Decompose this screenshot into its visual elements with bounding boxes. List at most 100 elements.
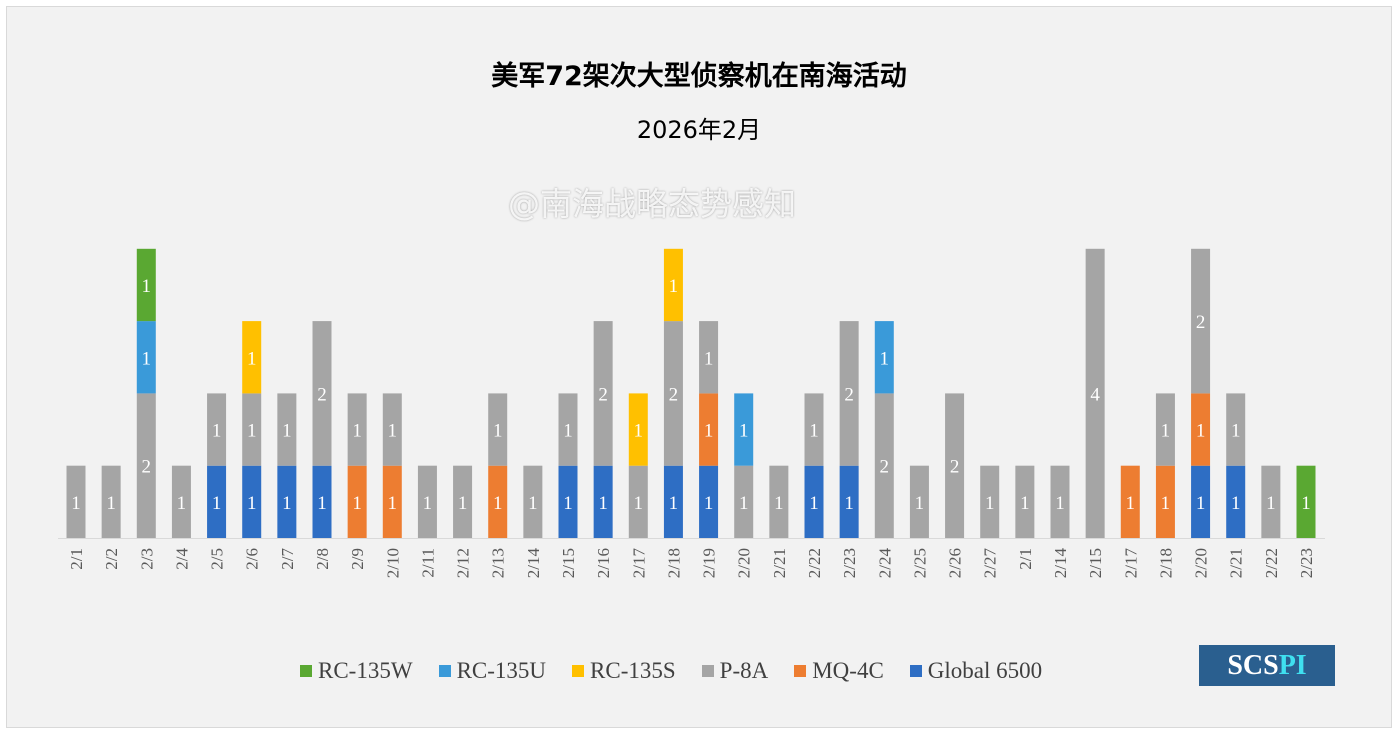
data-label: 1	[71, 493, 81, 514]
legend-item: P-8A	[701, 658, 768, 684]
data-label: 2	[844, 384, 854, 405]
x-tick-label: 2/1	[1016, 548, 1035, 570]
data-label: 1	[388, 421, 398, 442]
x-tick-label: 2/23	[1297, 548, 1316, 578]
data-label: 1	[704, 493, 714, 514]
data-label: 1	[493, 421, 503, 442]
data-label: 1	[177, 493, 187, 514]
x-tick-label: 2/18	[664, 548, 683, 578]
chart-title: 美军72架次大型侦察机在南海活动	[491, 61, 907, 92]
x-tick-label: 2/12	[454, 548, 473, 578]
bar-segment	[663, 465, 683, 538]
x-tick-label: 2/19	[700, 548, 719, 578]
data-label: 2	[598, 384, 608, 405]
data-label: 1	[212, 493, 222, 514]
bar-segment	[804, 393, 824, 466]
data-label: 2	[317, 384, 327, 405]
data-label: 1	[1020, 493, 1030, 514]
bar-segment	[734, 393, 754, 466]
bar-segment	[1226, 465, 1246, 538]
data-label: 1	[1055, 493, 1065, 514]
data-label: 1	[1266, 493, 1276, 514]
bar-segment	[1261, 465, 1281, 538]
bar-segment	[874, 393, 894, 538]
legend-item: RC-135W	[300, 658, 413, 684]
x-tick-label: 2/1	[67, 548, 86, 570]
bar-segment	[839, 465, 859, 538]
bar-segment	[242, 393, 262, 466]
x-tick-label: 2/23	[840, 548, 859, 578]
data-label: 1	[458, 493, 468, 514]
data-label: 1	[212, 421, 222, 442]
bar-segment	[663, 321, 683, 466]
legend-swatch	[794, 665, 807, 677]
data-label: 1	[423, 493, 433, 514]
data-label: 1	[528, 493, 538, 514]
data-label: 1	[1231, 493, 1241, 514]
legend-label: RC-135W	[318, 658, 413, 683]
x-tick-label: 2/13	[489, 548, 508, 578]
watermark: @南海战略态势感知	[508, 185, 797, 223]
legend-item: RC-135S	[572, 658, 676, 684]
data-label: 1	[669, 276, 679, 297]
legend-swatch	[909, 665, 922, 677]
x-tick-label: 2/17	[629, 548, 648, 579]
bar-segment	[909, 465, 929, 538]
bar-segment	[593, 321, 613, 466]
data-label: 1	[634, 493, 644, 514]
legend-swatch	[572, 665, 585, 677]
legend-label: RC-135U	[456, 658, 547, 683]
x-tick-label: 2/26	[946, 548, 965, 578]
bar-segment	[1191, 465, 1211, 538]
bar-segment	[1120, 465, 1140, 538]
bar-segment	[945, 393, 965, 538]
data-label: 1	[634, 421, 644, 442]
data-label: 2	[669, 384, 679, 405]
data-label: 1	[1301, 493, 1311, 514]
legend-item: MQ-4C	[794, 658, 884, 684]
bar-segment	[382, 465, 402, 538]
data-label: 1	[247, 348, 257, 369]
bar-segment	[1296, 465, 1316, 538]
data-label: 1	[352, 421, 362, 442]
data-label: 1	[915, 493, 925, 514]
data-label: 1	[388, 493, 398, 514]
data-label: 1	[317, 493, 327, 514]
legend-label: Global 6500	[927, 658, 1043, 683]
data-label: 1	[669, 493, 679, 514]
bar-segment	[839, 321, 859, 466]
bar-segment	[980, 465, 1000, 538]
data-label: 1	[493, 493, 503, 514]
data-label: 1	[880, 348, 890, 369]
data-label: 1	[809, 493, 819, 514]
x-tick-label: 2/14	[524, 548, 543, 579]
bar-segment	[874, 321, 894, 394]
data-label: 2	[950, 457, 960, 478]
x-tick-label: 2/22	[1262, 548, 1281, 578]
x-tick-label: 2/27	[981, 548, 1000, 579]
x-tick-label: 2/21	[1227, 548, 1246, 578]
bar-segment	[769, 465, 789, 538]
bar-segment	[804, 465, 824, 538]
x-tick-label: 2/5	[208, 548, 227, 570]
data-label: 1	[1126, 493, 1136, 514]
x-tick-label: 2/3	[137, 548, 156, 570]
x-tick-label: 2/6	[243, 548, 262, 570]
scspi-logo: SCSPI	[1199, 645, 1335, 686]
bar-segment	[207, 393, 227, 466]
bar-segment	[1085, 248, 1105, 539]
bar-segment	[347, 465, 367, 538]
bar-segment	[453, 465, 473, 538]
data-label: 2	[1196, 312, 1206, 333]
x-tick-label: 2/20	[735, 548, 754, 578]
bar-segment	[312, 465, 332, 538]
data-label: 1	[1196, 493, 1206, 514]
bar-segment	[1191, 248, 1211, 394]
bar-segment	[136, 321, 156, 394]
bar-segment	[734, 465, 754, 538]
data-label: 1	[844, 493, 854, 514]
x-tick-label: 2/20	[1192, 548, 1211, 578]
bar-segment	[136, 248, 156, 322]
bar-segment	[136, 393, 156, 538]
